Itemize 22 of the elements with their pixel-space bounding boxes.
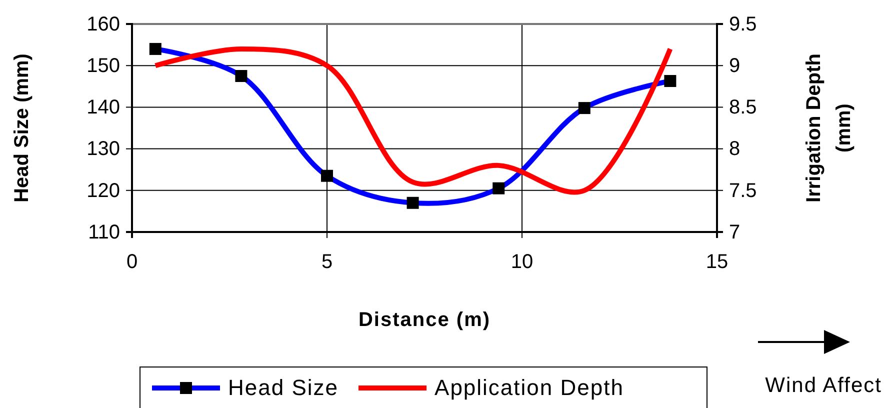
x-tick-label: 15 xyxy=(706,251,728,274)
y-tick-label: 110 xyxy=(88,221,120,244)
x-axis-title: Distance (m) xyxy=(358,309,491,331)
legend-label: Head Size xyxy=(228,375,339,400)
y2-tick-label: 7.5 xyxy=(729,180,757,202)
y-tick-label: 150 xyxy=(86,55,120,77)
legend-label: Application Depth xyxy=(434,375,624,400)
y2-tick-label: 8 xyxy=(729,138,740,160)
y2-tick-label: 7 xyxy=(729,221,740,244)
y-tick-label: 160 xyxy=(86,13,120,36)
x-tick-label: 0 xyxy=(126,251,138,274)
y-axis-title: Head Size (mm) xyxy=(11,54,33,202)
x-tick-label: 10 xyxy=(510,251,534,274)
y-tick-label: 120 xyxy=(86,180,120,202)
y-tick-label: 130 xyxy=(86,138,120,160)
y-tick-label: 140 xyxy=(86,96,120,119)
x-tick-label: 5 xyxy=(321,251,333,274)
y2-tick-label: 9.5 xyxy=(729,13,757,36)
text: Wind Affect xyxy=(765,374,882,397)
y2-axis-title: Irrigation Depth (mm) xyxy=(803,54,855,202)
y2-tick-label: 9 xyxy=(729,55,740,77)
y2-tick-label: 8.5 xyxy=(729,96,757,119)
